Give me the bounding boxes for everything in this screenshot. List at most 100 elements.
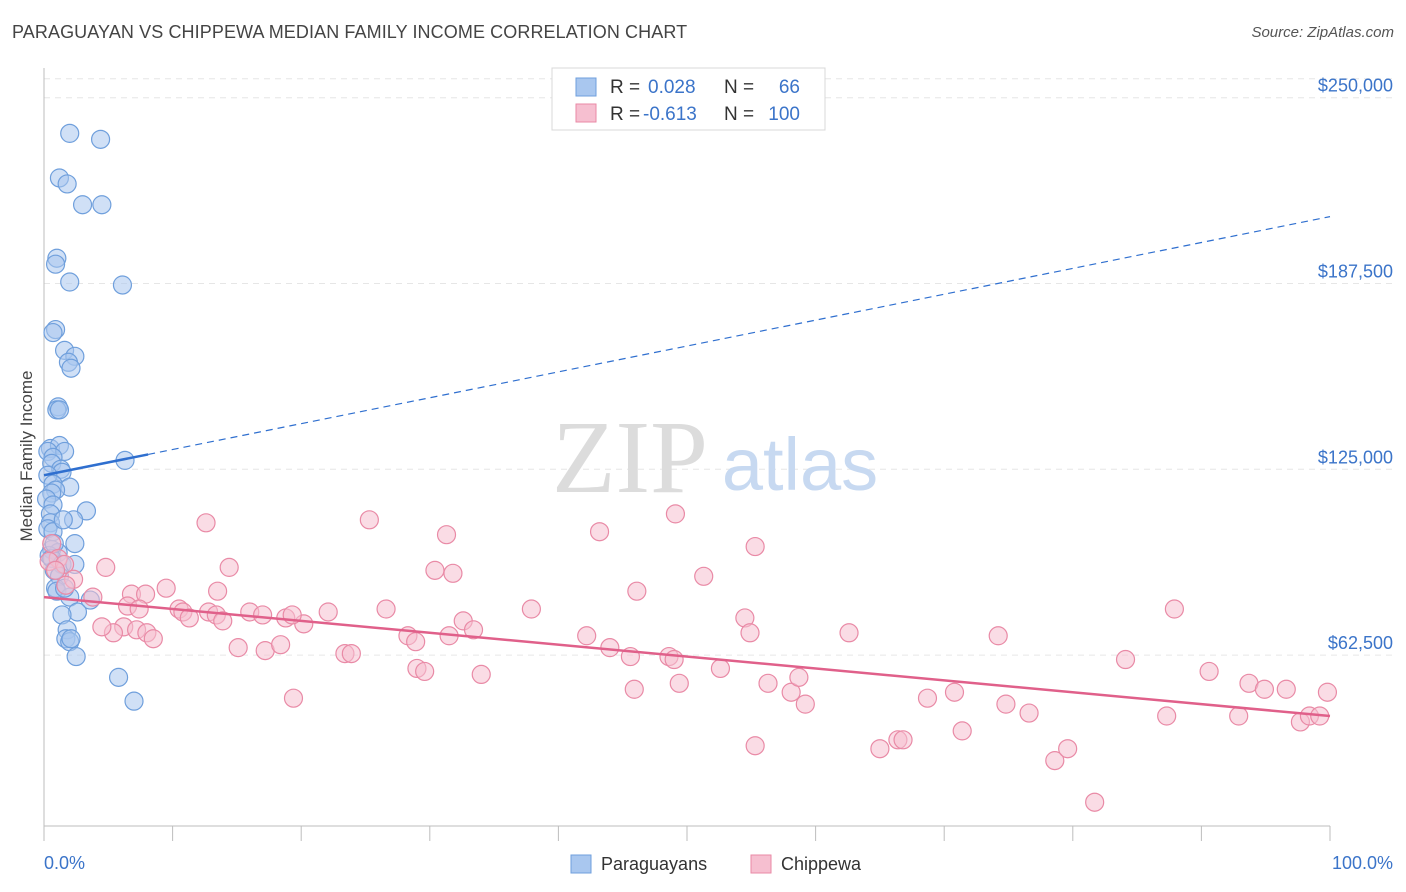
chippewa-point <box>745 536 765 557</box>
trend-lines <box>43 216 1331 718</box>
chippewa-point <box>471 664 491 685</box>
series-legend: Paraguayans Chippewa <box>570 854 862 874</box>
chippewa-point <box>589 522 610 542</box>
chippewa-point <box>443 563 463 583</box>
chippewa-point <box>1254 679 1275 699</box>
legend-label-chippewa: Chippewa <box>781 854 862 874</box>
chippewa-point <box>425 560 445 580</box>
chippewa-point <box>1115 649 1136 670</box>
chippewa-trend-line <box>43 595 1331 718</box>
chippewa-point <box>952 721 972 741</box>
paraguayans-point <box>43 322 63 343</box>
chippewa-point <box>789 667 809 687</box>
y-axis-label: Median Family Income <box>17 370 36 541</box>
chippewa-point <box>179 608 199 628</box>
chippewa-point <box>1317 682 1338 702</box>
chippewa-point <box>694 566 714 586</box>
x-tick-label-min: 0.0% <box>44 853 85 873</box>
chippewa-point <box>669 673 689 693</box>
stat-n-label-2: N = <box>724 104 754 125</box>
gridlines <box>44 78 1392 656</box>
chippewa-point <box>577 626 597 646</box>
chippewa-point <box>318 602 338 622</box>
chippewa-point <box>917 688 938 708</box>
paraguayans-trend-line <box>43 453 149 477</box>
chippewa-point <box>129 599 149 619</box>
paraguayans-point <box>60 272 80 292</box>
legend-label-paraguayans: Paraguayans <box>601 854 707 874</box>
stat-n-value-1: 66 <box>779 77 800 98</box>
chippewa-point <box>1229 706 1249 726</box>
paraguayans-point <box>112 275 133 295</box>
stats-legend: R = 0.028 N = 66 R = -0.613 N = 100 <box>551 67 826 131</box>
chippewa-point <box>208 581 228 601</box>
chippewa-point <box>1157 706 1177 726</box>
chippewa-point <box>406 632 426 652</box>
watermark-zip: ZIP <box>552 400 708 515</box>
paraguayans-point <box>49 400 70 420</box>
paraguayans-point <box>60 123 80 143</box>
chippewa-point <box>56 575 76 595</box>
watermark: ZIP atlas <box>552 400 878 515</box>
chippewa-point <box>795 694 815 714</box>
paraguayans-point <box>57 174 77 194</box>
paraguayans-point <box>92 195 112 215</box>
x-axis-tick-labels: 0.0% 100.0% <box>44 853 1393 873</box>
chippewa-point <box>624 679 644 699</box>
chippewa-point <box>664 649 684 670</box>
stat-n-value-2: 100 <box>768 104 800 125</box>
chippewa-point <box>1045 751 1065 771</box>
chart-title: PARAGUAYAN VS CHIPPEWA MEDIAN FAMILY INC… <box>12 22 688 42</box>
y-tick-label: $250,000 <box>1318 76 1393 96</box>
chippewa-point <box>96 557 116 577</box>
legend-swatch-paraguayans <box>570 854 592 874</box>
stat-r-label-2: R = <box>610 104 640 125</box>
chippewa-point <box>1058 739 1078 759</box>
chippewa-point <box>253 605 273 625</box>
chippewa-point <box>627 581 647 601</box>
chippewa-point <box>839 623 859 643</box>
chippewa-point <box>45 560 66 580</box>
chippewa-point <box>893 730 913 750</box>
stat-r-value-1: 0.028 <box>648 77 696 98</box>
chippewa-point <box>143 629 163 649</box>
chippewa-point <box>870 739 890 759</box>
legend-swatch-chippewa <box>750 854 772 874</box>
y-axis-tick-labels: $62,500 $125,000 $187,500 $250,000 <box>1318 76 1393 653</box>
chippewa-point <box>213 611 233 631</box>
paraguayans-swatch <box>575 77 597 97</box>
chippewa-point <box>521 599 541 619</box>
chippewa-point <box>219 557 239 577</box>
paraguayans-trend-extension <box>148 216 1331 456</box>
chippewa-point <box>1085 792 1105 812</box>
chippewa-point <box>463 620 484 640</box>
chippewa-point <box>740 623 760 643</box>
chippewa-point <box>781 682 801 702</box>
chippewa-point <box>271 635 291 655</box>
paraguayans-point <box>61 358 81 378</box>
paraguayans-point <box>67 602 88 622</box>
chippewa-point <box>1164 599 1184 619</box>
chippewa-point <box>436 525 457 545</box>
watermark-atlas: atlas <box>722 423 878 506</box>
y-tick-label: $62,500 <box>1328 633 1393 653</box>
chippewa-point <box>283 688 304 708</box>
chippewa-point <box>92 617 112 637</box>
paraguayans-point <box>108 667 129 687</box>
chippewa-point <box>376 599 396 619</box>
chippewa-point <box>415 661 435 682</box>
paraguayans-point <box>90 129 111 149</box>
chippewa-point <box>710 658 731 679</box>
paraguayans-point <box>53 510 73 530</box>
paraguayans-point <box>66 646 86 667</box>
paraguayans-point <box>65 534 85 554</box>
stat-r-value-2: -0.613 <box>643 104 697 125</box>
stat-r-label-1: R = <box>610 77 640 98</box>
chippewa-point <box>1276 679 1296 699</box>
stat-n-label-1: N = <box>724 77 754 98</box>
chippewa-point <box>341 643 361 664</box>
chippewa-points <box>39 504 1338 812</box>
chippewa-point <box>758 673 778 693</box>
chippewa-point <box>665 504 686 524</box>
